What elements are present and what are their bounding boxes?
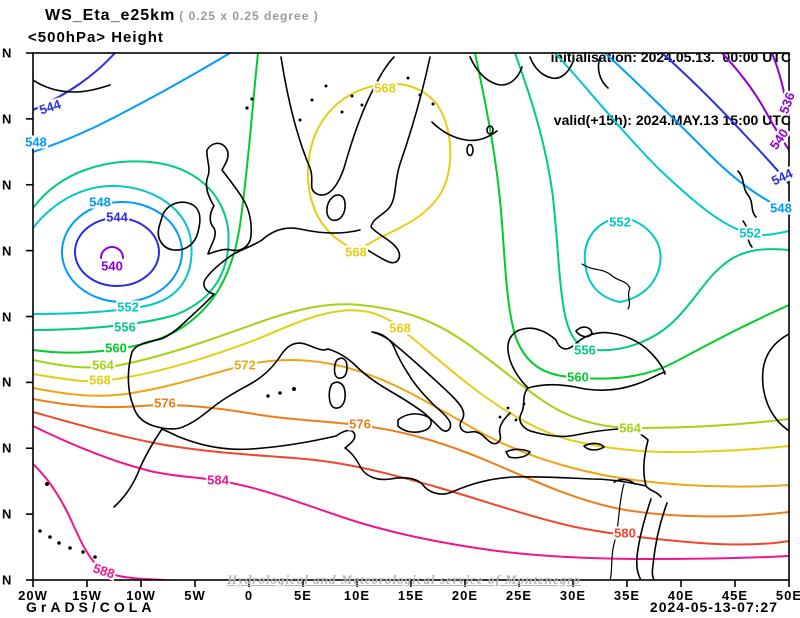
valid-time: valid(+15h): 2024.MAY.13 15:00 UTC xyxy=(553,112,791,128)
contour-544-oval xyxy=(74,217,160,287)
contour-label-564: 564 xyxy=(91,357,115,373)
lon-label-30E: 30E xyxy=(559,588,587,603)
lon-label-35E: 35E xyxy=(613,588,641,603)
field-title: <500hPa> Height xyxy=(28,29,164,46)
contour-552 xyxy=(554,53,789,236)
lon-label-20E: 20E xyxy=(451,588,479,603)
lon-label-50E: 50E xyxy=(775,588,800,603)
lon-label-15W: 15W xyxy=(72,588,102,603)
model-resolution: ( 0.25 x 0.25 degree ) xyxy=(179,9,319,23)
lon-label-40E: 40E xyxy=(667,588,695,603)
contour-label-560: 560 xyxy=(566,369,590,385)
contour-label-548: 548 xyxy=(88,194,112,210)
contour-label-556: 556 xyxy=(113,319,137,335)
contour-588 xyxy=(33,463,179,580)
lat-label: N xyxy=(2,572,12,588)
contour-label-564: 564 xyxy=(618,420,642,436)
contour-label-568: 568 xyxy=(373,80,397,96)
contour-540-core xyxy=(100,246,124,259)
axis-ticks xyxy=(26,52,790,587)
contour-544 xyxy=(661,53,789,185)
lat-label: N xyxy=(2,506,12,522)
contour-label-580: 580 xyxy=(613,525,637,541)
lon-label-15E: 15E xyxy=(397,588,425,603)
lon-label-10W: 10W xyxy=(126,588,156,603)
lon-label-0: 0 xyxy=(244,588,254,603)
lat-label: N xyxy=(2,309,12,324)
contour-584 xyxy=(33,425,789,560)
lat-label: N xyxy=(2,243,12,259)
lon-label-5E: 5E xyxy=(294,588,312,603)
generator-credit: GrADS/COLA xyxy=(26,599,156,615)
contour-label-540: 540 xyxy=(100,258,124,274)
contour-560 xyxy=(474,53,789,380)
contour-568-high xyxy=(307,82,452,252)
contour-576 xyxy=(33,398,789,518)
contour-552-low xyxy=(583,216,662,303)
contour-label-584: 584 xyxy=(206,472,230,488)
lat-label: N xyxy=(2,111,12,127)
header-title-line: WS_Eta_e25km( 0.25 x 0.25 degree ) xyxy=(45,7,319,25)
contour-label-548: 548 xyxy=(24,134,48,150)
contour-label-552: 552 xyxy=(116,299,140,315)
model-name: WS_Eta_e25km xyxy=(45,7,176,24)
contour-548-nw xyxy=(33,53,231,153)
contour-label-576: 576 xyxy=(153,395,177,411)
contour-552-w xyxy=(33,184,193,315)
lat-label: N xyxy=(2,45,12,61)
lon-label-5W: 5W xyxy=(184,588,206,603)
contour-548 xyxy=(604,53,789,212)
contour-580 xyxy=(33,411,789,546)
contour-label-544: 544 xyxy=(105,209,129,225)
contour-label-568: 568 xyxy=(388,320,412,336)
contour-label-552: 552 xyxy=(738,225,762,241)
lat-label: N xyxy=(2,440,12,456)
island-dots xyxy=(38,76,526,559)
watermark: Hydrological and Meteorological service … xyxy=(227,572,581,587)
lon-label-25E: 25E xyxy=(505,588,533,603)
coastlines xyxy=(33,56,789,580)
contour-label-568: 568 xyxy=(344,244,368,260)
contour-572 xyxy=(33,358,789,488)
lon-label-10E: 10E xyxy=(343,588,371,603)
contour-label-560: 560 xyxy=(104,340,128,356)
creation-timestamp: 2024-05-13-07:27 xyxy=(649,599,778,615)
lat-label: N xyxy=(2,374,12,390)
contour-label-552: 552 xyxy=(608,214,632,230)
contour-label-576: 576 xyxy=(348,416,372,432)
contour-label-548: 548 xyxy=(769,200,793,216)
contour-560-w xyxy=(33,53,259,354)
lat-label: N xyxy=(2,177,12,193)
contour-label-572: 572 xyxy=(233,357,257,373)
lon-label-20W: 20W xyxy=(18,588,48,603)
contour-label-568: 568 xyxy=(88,372,112,388)
lon-label-45E: 45E xyxy=(721,588,749,603)
contour-label-556: 556 xyxy=(573,342,597,358)
